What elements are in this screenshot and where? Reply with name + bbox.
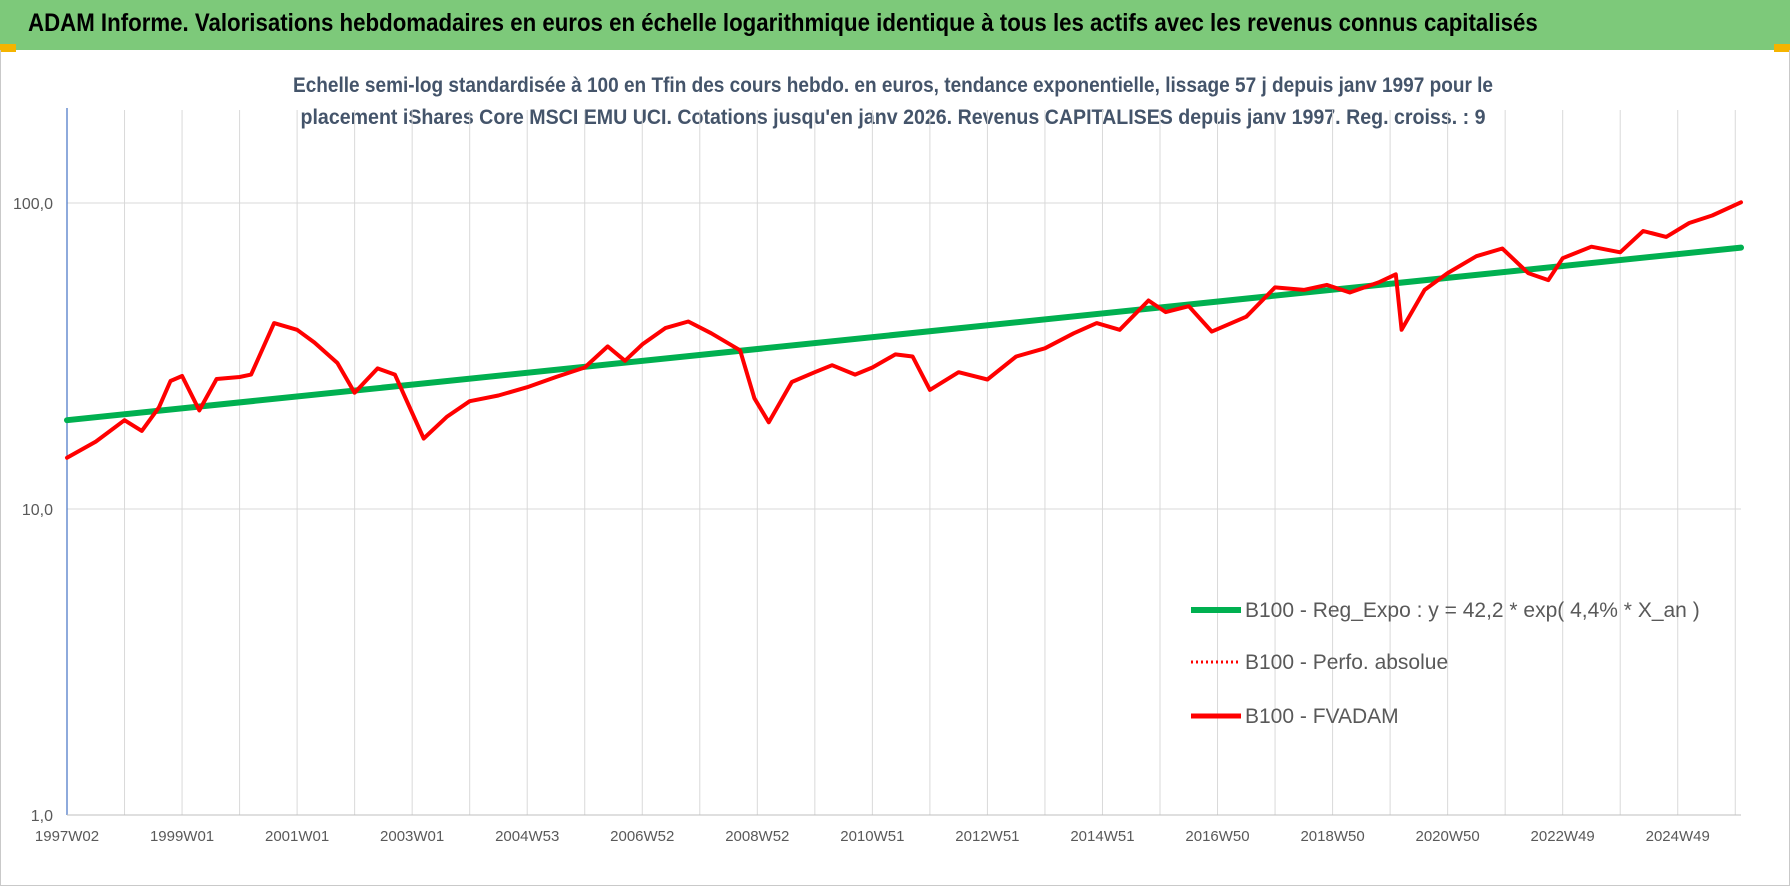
x-axis-ticks: 1997W02 1999W01 2001W01 2003W01 2004W53 2006W… bbox=[35, 828, 1710, 845]
y-tick-label: 1,0 bbox=[31, 808, 53, 825]
x-tick-label: 2010W51 bbox=[840, 828, 904, 845]
horizontal-gridlines bbox=[67, 202, 1741, 816]
x-tick-label: 2004W53 bbox=[495, 828, 559, 845]
chart-subtitle-line-1: Echelle semi-log standardisée à 100 en T… bbox=[293, 74, 1493, 97]
corner-marker-right bbox=[1774, 44, 1790, 52]
x-tick-label: 2024W49 bbox=[1646, 828, 1710, 845]
header-banner: ADAM Informe. Valorisations hebdomadaire… bbox=[0, 0, 1790, 50]
chart-subtitle-line-2: placement iShares Core MSCI EMU UCI. Cot… bbox=[301, 106, 1486, 129]
y-axis-ticks: 100,0 10,0 1,0 bbox=[13, 196, 53, 825]
legend: B100 - Reg_Expo : y = 42,2 * exp( 4,4% *… bbox=[1191, 599, 1700, 728]
y-tick-label: 100,0 bbox=[13, 196, 53, 213]
x-tick-label: 1999W01 bbox=[150, 828, 214, 845]
legend-label-trend: B100 - Reg_Expo : y = 42,2 * exp( 4,4% *… bbox=[1245, 599, 1700, 622]
page-title: ADAM Informe. Valorisations hebdomadaire… bbox=[28, 9, 1538, 37]
x-tick-label: 2016W50 bbox=[1185, 828, 1249, 845]
x-tick-label: 1997W02 bbox=[35, 828, 99, 845]
series-fvadam-line bbox=[65, 200, 1743, 460]
legend-label-perfo: B100 - Perfo. absolue bbox=[1245, 651, 1448, 674]
x-tick-label: 2022W49 bbox=[1531, 828, 1595, 845]
corner-marker-left bbox=[0, 44, 16, 52]
series-layer bbox=[64, 200, 1744, 460]
x-tick-label: 2008W52 bbox=[725, 828, 789, 845]
x-tick-label: 2014W51 bbox=[1070, 828, 1134, 845]
x-tick-label: 2020W50 bbox=[1416, 828, 1480, 845]
y-tick-label: 10,0 bbox=[22, 502, 53, 519]
x-tick-label: 2018W50 bbox=[1300, 828, 1364, 845]
legend-label-fvadam: B100 - FVADAM bbox=[1245, 705, 1399, 728]
vertical-gridlines bbox=[124, 110, 1736, 815]
x-tick-label: 2006W52 bbox=[610, 828, 674, 845]
chart-svg: Echelle semi-log standardisée à 100 en T… bbox=[13, 74, 1744, 845]
x-tick-label: 2012W51 bbox=[955, 828, 1019, 845]
series-trend-line bbox=[64, 244, 1744, 424]
chart-frame: Echelle semi-log standardisée à 100 en T… bbox=[0, 50, 1790, 886]
x-tick-label: 2001W01 bbox=[265, 828, 329, 845]
x-tick-label: 2003W01 bbox=[380, 828, 444, 845]
